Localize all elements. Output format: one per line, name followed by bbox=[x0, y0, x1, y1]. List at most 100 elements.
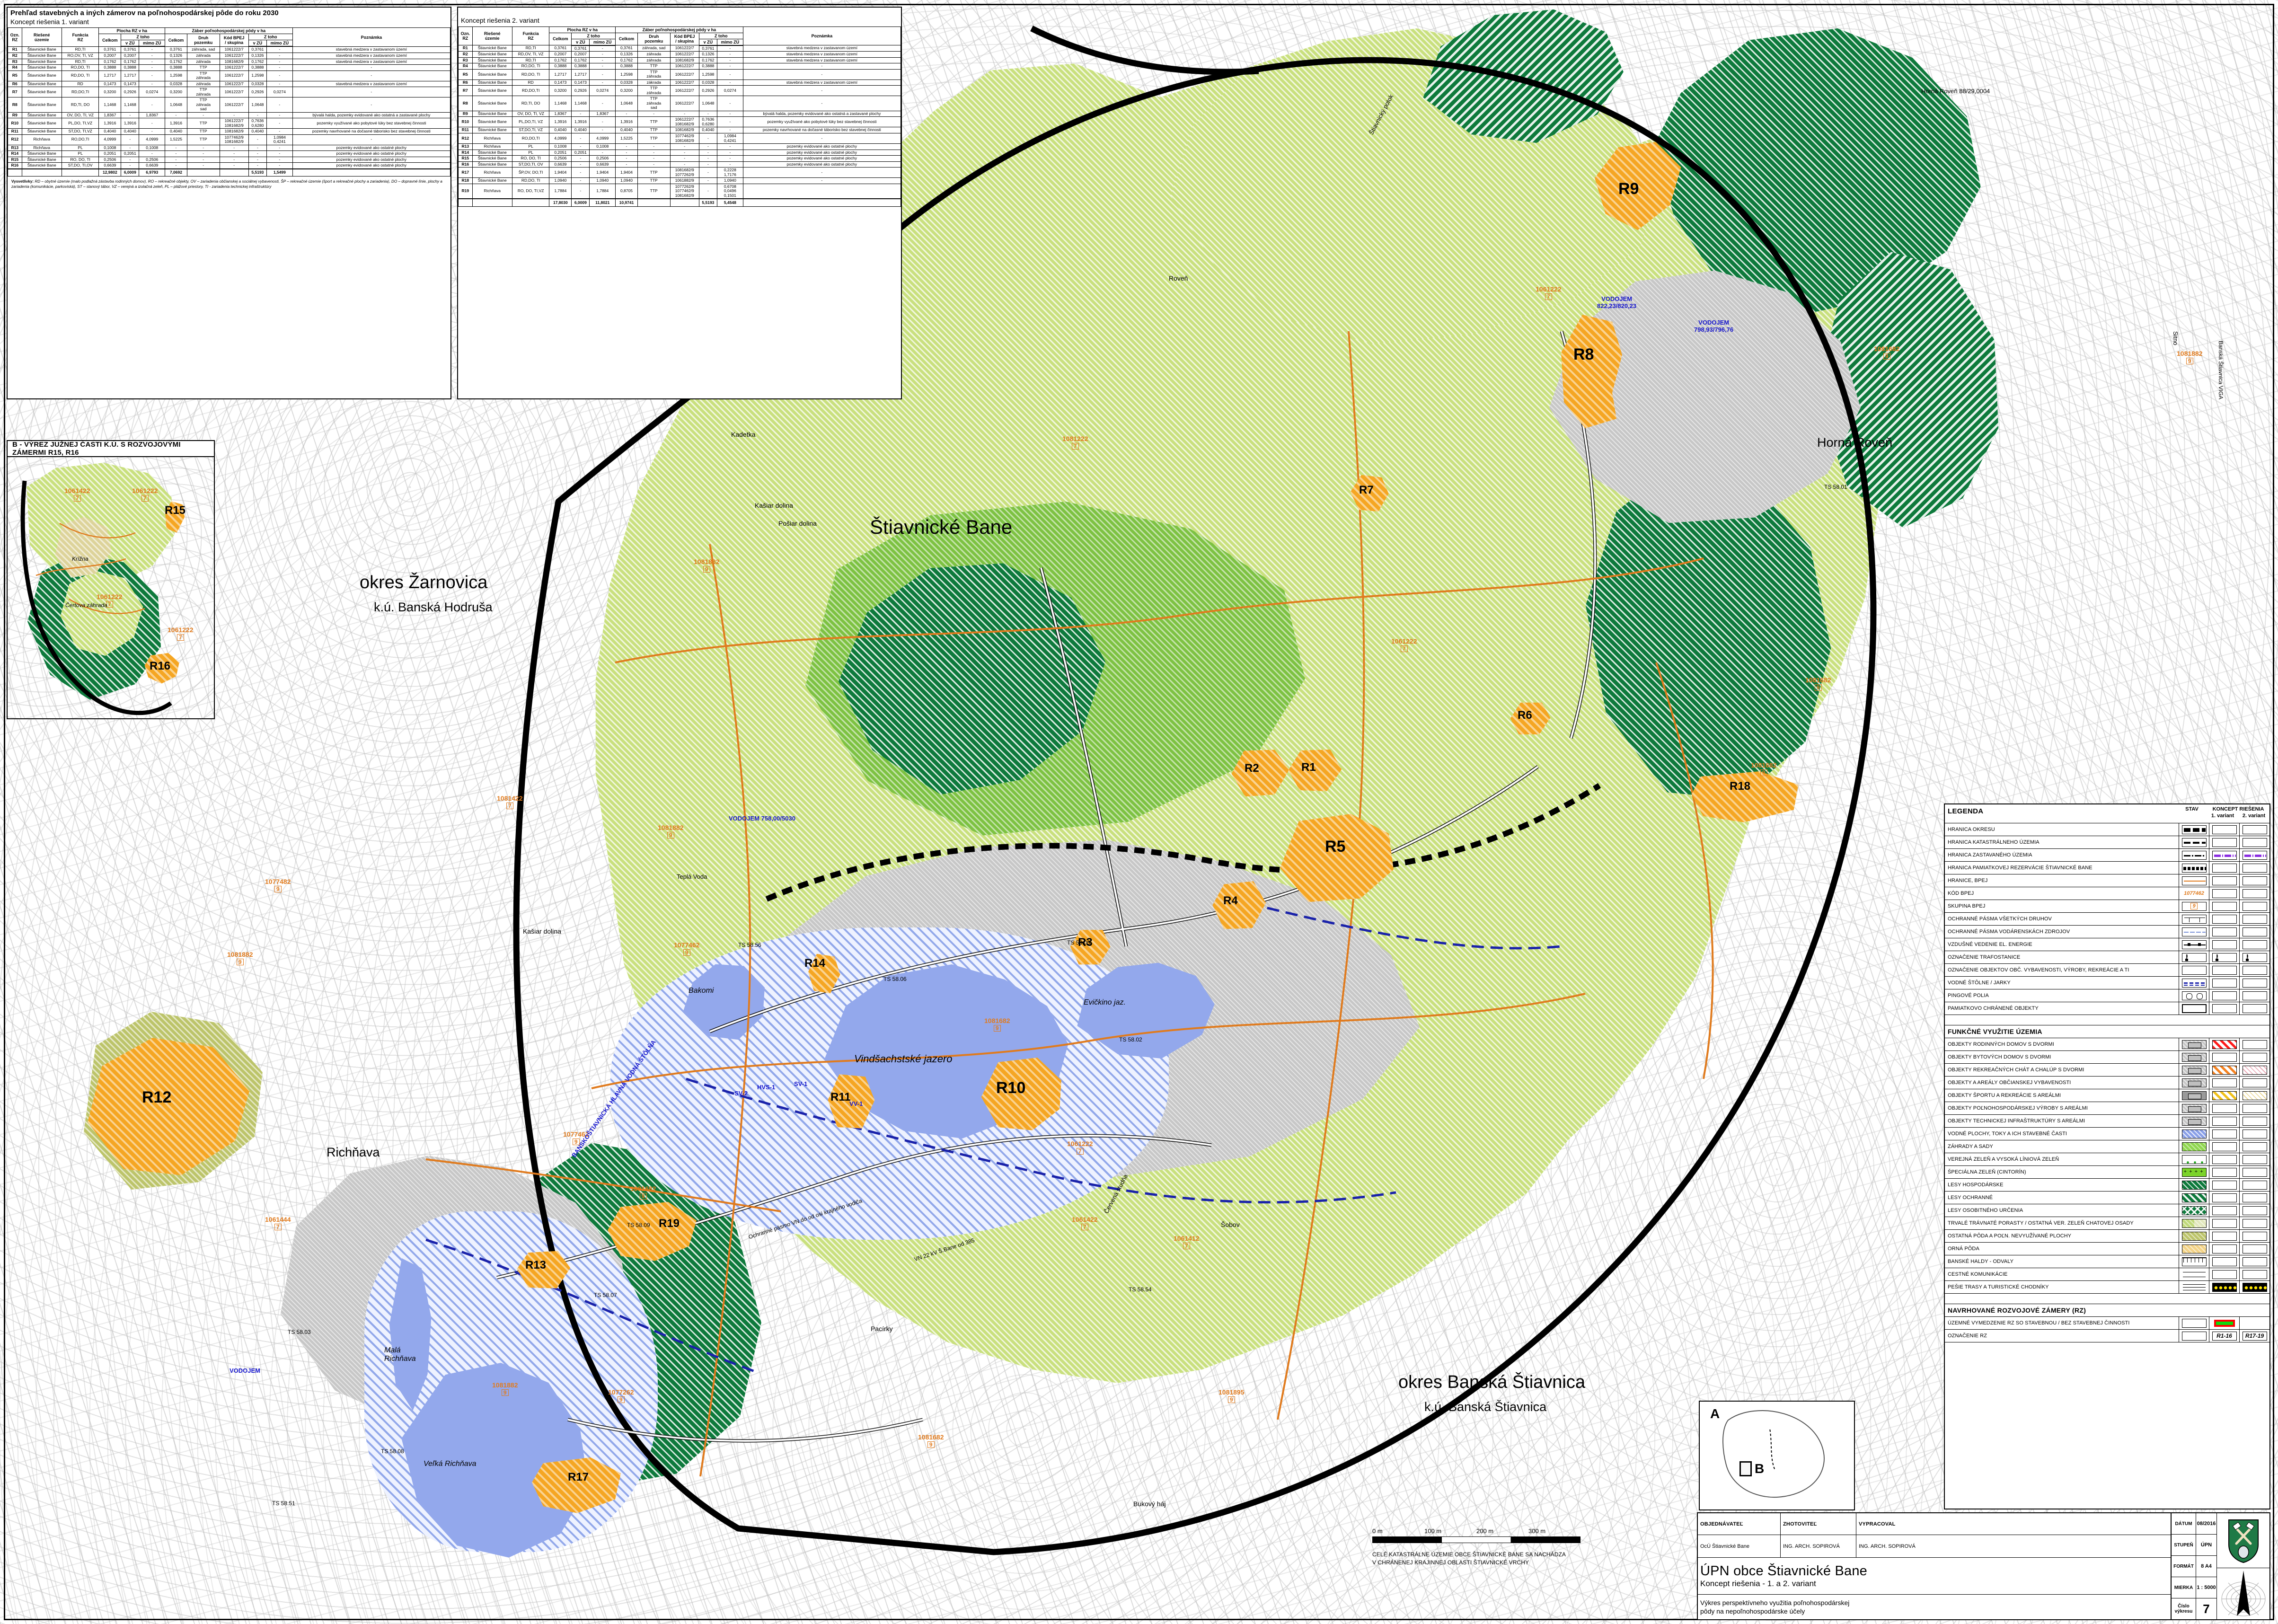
legend-row-2: HRANICA ZASTAVANÉHO ÚZEMIA bbox=[1945, 849, 2269, 862]
cell-ozn: R10 bbox=[8, 118, 22, 129]
cell-funkcia: ST,DO, TI,VZ bbox=[61, 128, 99, 135]
legend-swatch-stav bbox=[2179, 1166, 2209, 1178]
legend-swatch-stav bbox=[2179, 977, 2209, 989]
cell-z_celkom: 1,0648 bbox=[165, 97, 187, 113]
cell-p_mimo: - bbox=[589, 79, 616, 86]
cell-ozn: R4 bbox=[458, 63, 473, 70]
legend-row-label: ORNÁ PÔDA bbox=[1948, 1246, 1979, 1252]
cell-z_mimo: - bbox=[266, 97, 293, 113]
cell-p_celkom: 0,3761 bbox=[549, 45, 572, 52]
bpej-label-17: 1061412 7 bbox=[1174, 1235, 1200, 1250]
legend-row-label: ZÁHRADY A SADY bbox=[1948, 1144, 1993, 1149]
cell-z_druh: zákrada bbox=[637, 79, 671, 86]
cell-z_vzu: 0,1326 bbox=[248, 53, 267, 59]
cell-uzemie: Štiavnické Bane bbox=[21, 80, 62, 88]
cell-z_kod: 1061222/7 bbox=[219, 80, 249, 88]
legend-func-row-1: OBJEKTY BYTOVÝCH DOMOV S DVORMI bbox=[1945, 1051, 2269, 1064]
cell-pozn bbox=[742, 183, 901, 199]
legend-swatch-variant2 bbox=[2239, 823, 2269, 836]
cell-p_celkom: 0,1762 bbox=[98, 58, 122, 65]
cell-z_mimo: 0,2228 1,7176 bbox=[717, 167, 743, 178]
cell-z_mimo: - bbox=[717, 51, 743, 58]
cell-z_kod: 1061222/7 bbox=[219, 97, 249, 113]
th2-z-ztoho: Z toho bbox=[698, 32, 743, 39]
cell-p_celkom: 0,6639 bbox=[98, 162, 122, 169]
cell-p_celkom: 0,3888 bbox=[98, 64, 122, 71]
cell-pozn: - bbox=[292, 97, 451, 113]
cell-funkcia: RO,DO, TI bbox=[61, 64, 99, 71]
cell-p_celkom: 0,1008 bbox=[98, 144, 122, 151]
th-p-mimozu: mimo ZÚ bbox=[139, 40, 166, 47]
legend-swatch-variant1 bbox=[2209, 951, 2239, 963]
totals-cell bbox=[186, 168, 220, 177]
table-row: R4 Štiavnické Bane RO,DO, TI 0,3888 0,3888-0… bbox=[458, 63, 901, 70]
cell-uzemie: Štiavnické Bane bbox=[472, 45, 512, 52]
cell-p_vzu: 0,1762 bbox=[121, 58, 140, 65]
cell-p_vzu: 0,2007 bbox=[121, 53, 140, 59]
cell-funkcia: ST,DO,TI, VZ bbox=[512, 127, 550, 133]
cell-z_celkom: 0,1326 bbox=[615, 51, 638, 58]
cell-p_celkom: 1,1468 bbox=[549, 96, 572, 111]
cell-funkcia: ST,DO,TI, OV bbox=[512, 161, 550, 168]
cell-ozn: R5 bbox=[8, 70, 22, 81]
district-label-banska-stiavnica: okres Banská Štiavnica bbox=[1398, 1372, 1585, 1392]
legend-swatch-stav bbox=[2179, 951, 2209, 963]
th2-plocha: Plocha RZ v ha bbox=[549, 26, 616, 33]
cell-funkcia: ŠP,OV, DO,TI bbox=[512, 167, 550, 178]
cell-p_celkom: 0,2007 bbox=[549, 51, 572, 58]
th-uzemie: Riešené územie bbox=[21, 27, 62, 47]
legend-func-row-7: VODNÉ PLOCHY, TOKY A ICH STAVEBNÉ ČASTI bbox=[1945, 1128, 2269, 1140]
cell-z_druh: - bbox=[186, 156, 220, 163]
map-label-hvs1: HVS-1 bbox=[757, 1084, 776, 1091]
th-z-ztoho: Z toho bbox=[248, 34, 293, 41]
rz-label-R1: R1 bbox=[1301, 761, 1316, 774]
cell-p_mimo: - bbox=[139, 80, 166, 88]
cell-uzemie: Štiavnické Bane bbox=[472, 85, 512, 97]
cell-p_mimo: - bbox=[139, 46, 166, 53]
cell-z_celkom: 1,5225 bbox=[615, 132, 638, 144]
scale-note-line1: CELÉ KATASTRÁLNE ÚZEMIE OBCE ŠTIAVNICKÉ … bbox=[1372, 1551, 1566, 1558]
bpej-label-1: 1081882 9 bbox=[694, 558, 720, 573]
vodojem-label-3: VODOJEM 758,00/5030 bbox=[729, 815, 795, 822]
cell-funkcia: RO,DO,TI bbox=[512, 132, 550, 144]
legend-swatch-variant2: R17-19 bbox=[2239, 1330, 2269, 1342]
th2-p-ztoho: Z toho bbox=[571, 32, 616, 39]
map-label-sv2: SV-2 bbox=[734, 1090, 748, 1097]
legend-swatch-variant2 bbox=[2239, 1166, 2269, 1178]
rz-label-R13: R13 bbox=[525, 1259, 547, 1271]
cell-ozn: R3 bbox=[458, 57, 473, 64]
legend-row-label: OBJEKTY TECHNICKEJ INFRAŠTRUKTÚRY S AREÁ… bbox=[1948, 1118, 2085, 1124]
table-row: R4 Štiavnické Bane RO,DO, TI 0,3888 0,3888-0… bbox=[8, 64, 451, 71]
inset-b-label-R15: R15 bbox=[165, 504, 186, 517]
cell-z_celkom: 0,3761 bbox=[615, 45, 638, 52]
table1-grid: Ozn. RZ Riešené územie Funkcia RZ Plocha RZ… bbox=[8, 27, 451, 177]
cell-z_vzu: - bbox=[248, 112, 267, 119]
cell-z_druh: záhrada bbox=[637, 57, 671, 64]
tb-v-objednavatel: OcÚ Štiavnické Bane bbox=[1698, 1535, 1781, 1558]
rz-label-R18: R18 bbox=[1730, 780, 1751, 793]
area-nw-meadow bbox=[1171, 28, 1662, 344]
legend-swatch-stav bbox=[2179, 1217, 2209, 1229]
cell-z_vzu: 1,2598 bbox=[248, 70, 267, 81]
cell-pozn: stavebná medzera v zastavanom území bbox=[742, 79, 901, 86]
cell-pozn: pozemky evidované ako ostatné plochy bbox=[742, 155, 901, 162]
cell-p_vzu: - bbox=[121, 156, 140, 163]
cell-p_celkom: 1,1468 bbox=[98, 97, 122, 113]
legend-swatch-stav bbox=[2179, 964, 2209, 976]
cell-ozn: R18 bbox=[458, 177, 473, 184]
bpej-label-13: 1081882 9 bbox=[492, 1381, 518, 1396]
cell-z_celkom: - bbox=[615, 149, 638, 156]
rz-area-R18[interactable] bbox=[1691, 771, 1799, 822]
cell-pozn: pozemky navrhované na dočasné táborisko … bbox=[742, 127, 901, 133]
cell-pozn: - bbox=[742, 69, 901, 80]
legend-col-v1: 1. variant bbox=[2211, 812, 2234, 819]
cell-p_celkom: 0,4040 bbox=[549, 127, 572, 133]
cell-z_mimo: - bbox=[717, 57, 743, 64]
legend-swatch-stav bbox=[2179, 1255, 2209, 1268]
legend-swatch-variant2 bbox=[2239, 1115, 2269, 1127]
cell-z_kod: 1081682/9 bbox=[219, 128, 249, 135]
cell-z_vzu: 0,3888 bbox=[698, 63, 718, 70]
bpej-label-21: 1081882 9 bbox=[2177, 350, 2203, 365]
tb-side-format: FORMÁT 8 A4 bbox=[2172, 1556, 2216, 1577]
cell-z_druh: záhrada bbox=[637, 51, 671, 58]
